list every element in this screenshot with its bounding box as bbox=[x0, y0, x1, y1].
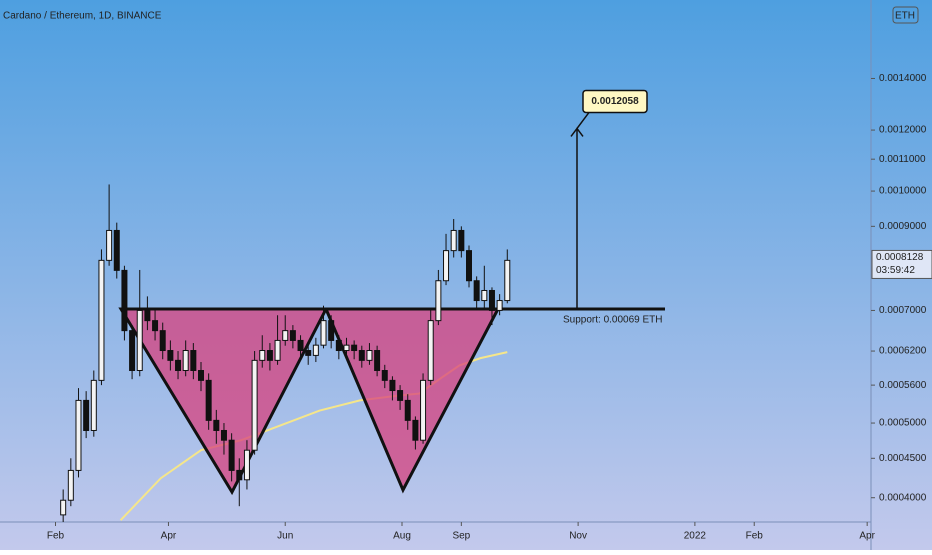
candle-body bbox=[289, 330, 296, 341]
candle-body bbox=[412, 419, 419, 441]
candle-body bbox=[305, 350, 312, 356]
candle-body bbox=[251, 359, 258, 451]
x-tick-label: Feb bbox=[746, 531, 764, 542]
x-tick-label: Apr bbox=[859, 531, 875, 542]
candle-body bbox=[504, 259, 511, 302]
candle-body bbox=[404, 399, 411, 421]
candle-body bbox=[328, 320, 335, 341]
x-tick-label: Jun bbox=[277, 531, 293, 542]
support-label: Support: 0.00069 ETH bbox=[563, 315, 663, 326]
candle-body bbox=[106, 229, 113, 261]
candle-body bbox=[136, 309, 143, 371]
candle-body bbox=[351, 344, 358, 352]
candle-body bbox=[60, 499, 67, 516]
candle-body bbox=[335, 339, 342, 352]
candle-body bbox=[90, 379, 97, 431]
candle-body bbox=[113, 229, 120, 271]
last-price-box bbox=[871, 249, 932, 279]
candle-body bbox=[450, 229, 457, 252]
candle-body bbox=[159, 330, 166, 352]
currency-label: ETH bbox=[895, 11, 915, 22]
candle-body bbox=[343, 344, 350, 352]
candle-body bbox=[213, 419, 220, 431]
candle-body bbox=[67, 469, 74, 501]
last-price-label: 0.0008128 bbox=[876, 252, 924, 263]
y-tick-label: 0.0011000 bbox=[879, 154, 926, 165]
candle-body bbox=[358, 350, 365, 361]
candle-body bbox=[152, 320, 159, 332]
target-label: 0.0012058 bbox=[591, 96, 639, 107]
candle-body bbox=[397, 390, 404, 401]
candle-body bbox=[282, 330, 289, 341]
candle-body bbox=[481, 289, 488, 302]
candle-body bbox=[144, 309, 151, 322]
target-callout bbox=[582, 89, 648, 114]
y-tick-label: 0.0010000 bbox=[879, 186, 927, 197]
x-tick-label: Aug bbox=[393, 531, 411, 542]
y-tick-label: 0.0007000 bbox=[879, 305, 927, 316]
y-tick-label: 0.0012000 bbox=[879, 125, 927, 136]
candle-body bbox=[167, 350, 174, 361]
x-tick-label: 2022 bbox=[684, 531, 707, 542]
candle-body bbox=[75, 399, 82, 471]
candle-body bbox=[274, 339, 281, 361]
y-tick-label: 0.0004500 bbox=[879, 453, 927, 464]
candle-body bbox=[466, 250, 472, 282]
candle-body bbox=[220, 429, 227, 441]
y-tick-label: 0.0005000 bbox=[879, 418, 927, 429]
candle-body bbox=[366, 350, 373, 361]
candle-body bbox=[236, 469, 243, 481]
countdown-label: 03:59:42 bbox=[876, 265, 915, 276]
candle-body bbox=[320, 320, 327, 346]
candle-body bbox=[435, 280, 442, 322]
x-tick-label: Sep bbox=[452, 531, 470, 542]
candle-body bbox=[243, 449, 250, 481]
y-tick-label: 0.0005600 bbox=[879, 380, 927, 391]
candle-body bbox=[175, 359, 182, 371]
candle-body bbox=[190, 350, 197, 371]
candle-body bbox=[83, 399, 90, 431]
x-tick-label: Nov bbox=[569, 531, 587, 542]
x-tick-label: Apr bbox=[161, 531, 177, 542]
candle-body bbox=[297, 339, 304, 352]
candle-body bbox=[473, 280, 480, 302]
y-tick-label: 0.0009000 bbox=[879, 221, 927, 232]
candle-body bbox=[381, 369, 388, 381]
candle-body bbox=[420, 379, 427, 441]
target-callout-pointer bbox=[576, 112, 590, 129]
y-tick-label: 0.0004000 bbox=[879, 492, 927, 503]
currency-badge[interactable] bbox=[892, 6, 919, 24]
candle-body bbox=[443, 250, 450, 282]
y-tick-label: 0.0006200 bbox=[879, 346, 927, 357]
candle-body bbox=[496, 300, 503, 311]
candle-body bbox=[121, 269, 128, 332]
x-tick-label: Feb bbox=[47, 531, 65, 542]
chart-title: Cardano / Ethereum, 1D, BINANCE bbox=[3, 11, 162, 22]
candle-body bbox=[205, 379, 212, 421]
candle-body bbox=[488, 289, 495, 311]
candle-body bbox=[374, 350, 381, 371]
candle-body bbox=[182, 350, 189, 371]
candle-body bbox=[458, 229, 465, 252]
candle-body bbox=[228, 439, 235, 471]
candle-body bbox=[266, 350, 273, 361]
candle-body bbox=[198, 369, 204, 381]
candle-body bbox=[98, 259, 105, 381]
candle-body bbox=[427, 320, 434, 381]
candle-body bbox=[389, 379, 396, 392]
candle-body bbox=[312, 344, 319, 356]
candle-body bbox=[259, 350, 266, 361]
y-tick-label: 0.0014000 bbox=[879, 73, 927, 84]
candle-body bbox=[129, 330, 136, 371]
